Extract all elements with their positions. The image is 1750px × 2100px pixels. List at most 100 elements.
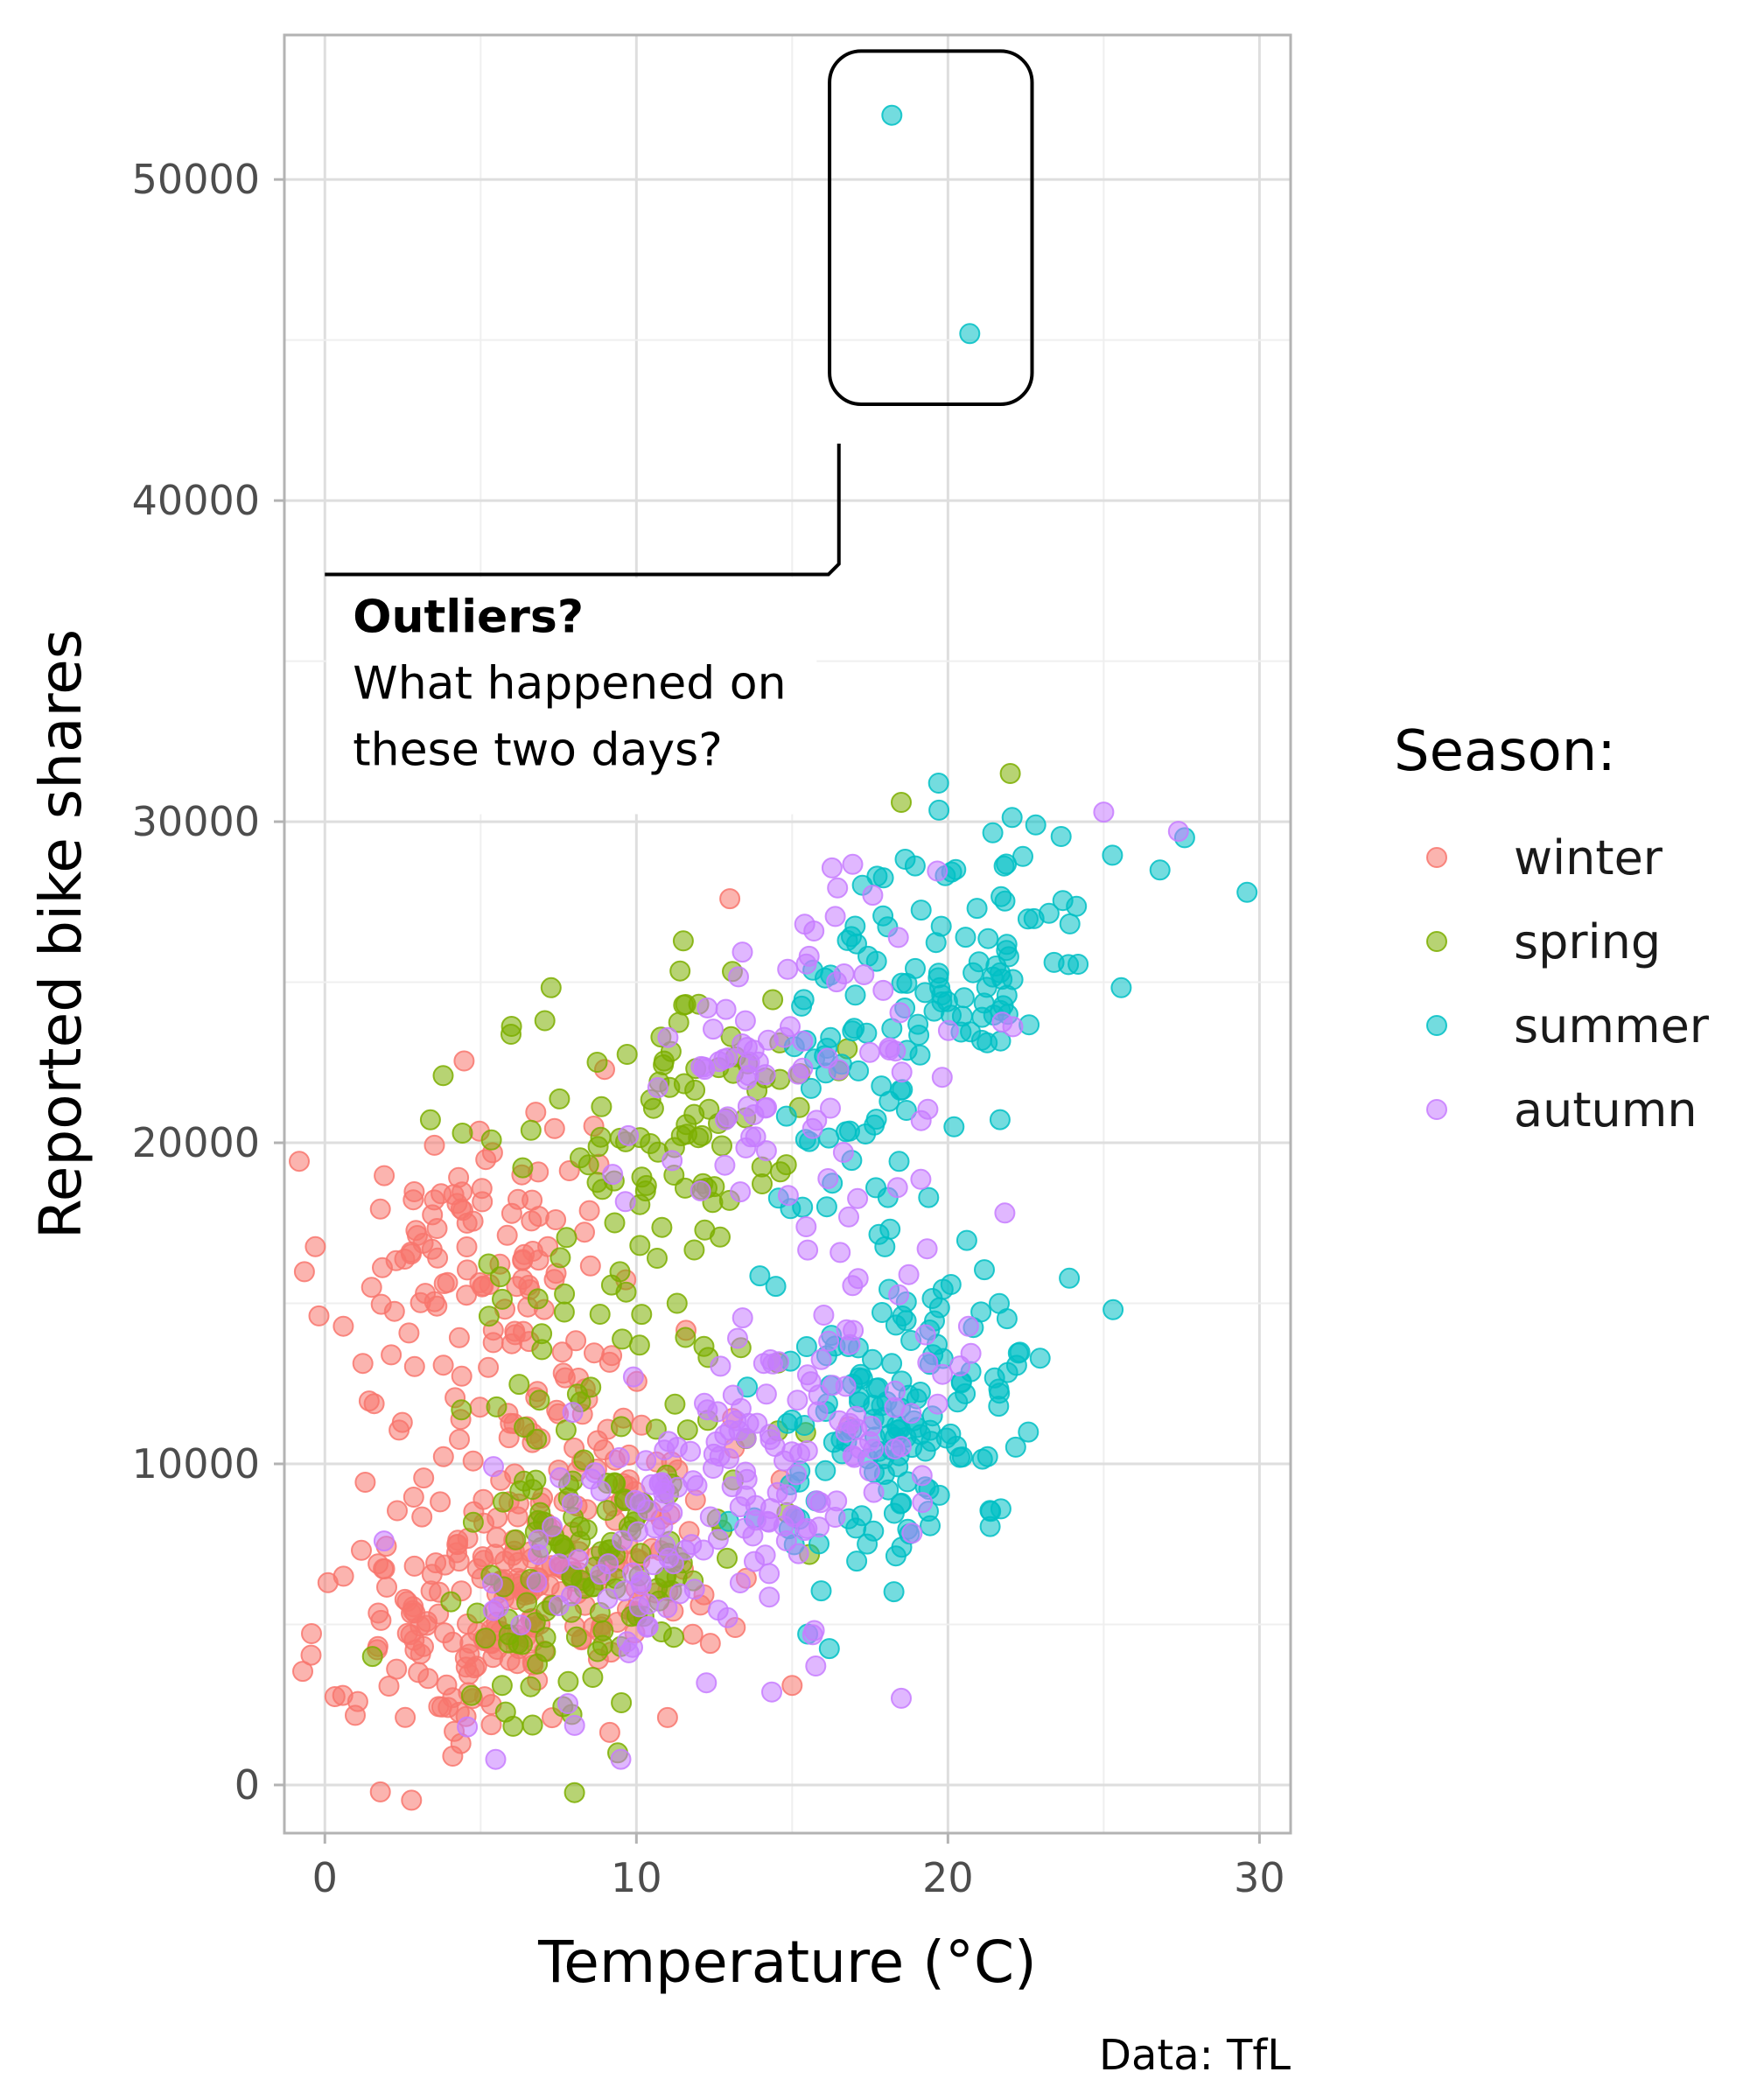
data-point-autumn: [795, 1216, 817, 1237]
annotation-label-background: [326, 578, 817, 815]
data-point-autumn: [557, 1693, 578, 1714]
data-point-winter: [525, 1102, 547, 1124]
data-point-autumn: [816, 1047, 838, 1069]
axes: 0 10 20 30 0 10000 20000 30000 40000 50000: [132, 156, 1285, 1901]
data-point-summer: [940, 1274, 962, 1295]
data-point-autumn: [653, 1492, 675, 1513]
data-point-summer: [918, 1186, 940, 1208]
data-point-autumn: [707, 1529, 729, 1550]
data-point-spring: [653, 1050, 675, 1072]
data-point-autumn: [626, 1521, 648, 1543]
data-point-summer: [973, 992, 995, 1014]
data-point-summer: [953, 987, 975, 1009]
data-point-autumn: [675, 1539, 696, 1561]
y-tick-label: 10000: [132, 1440, 260, 1488]
data-point-autumn: [602, 1164, 624, 1186]
data-point-spring: [491, 1675, 513, 1697]
annotation: Outliers? What happened on these two day…: [325, 49, 1034, 815]
data-point-autumn: [732, 942, 753, 963]
data-point-summer: [890, 1080, 912, 1101]
data-point-autumn: [622, 1366, 644, 1388]
data-point-autumn: [927, 860, 948, 882]
data-point-autumn: [797, 1239, 819, 1261]
data-point-autumn: [898, 1264, 920, 1285]
data-point-autumn: [730, 1181, 752, 1203]
data-point-autumn: [777, 958, 799, 980]
data-point-summer: [862, 1348, 883, 1370]
data-point-spring: [752, 1173, 773, 1194]
data-point-spring: [475, 1628, 497, 1649]
data-point-winter: [424, 1134, 445, 1156]
data-point-autumn: [792, 1057, 814, 1079]
data-point-spring: [554, 1283, 576, 1305]
data-point-winter: [401, 1243, 422, 1265]
data-point-autumn: [754, 1544, 776, 1566]
legend-key-autumn: [1426, 1099, 1447, 1120]
data-point-spring: [505, 1529, 527, 1550]
data-point-autumn: [696, 997, 718, 1018]
data-point-autumn: [931, 1067, 953, 1088]
data-point-summer: [930, 915, 952, 937]
data-point-summer: [868, 1223, 890, 1245]
data-point-autumn: [729, 1572, 751, 1593]
data-point-autumn: [696, 1672, 718, 1694]
data-point-summer: [1025, 814, 1046, 836]
data-point-autumn: [481, 1572, 503, 1594]
data-point-summer: [881, 104, 903, 126]
data-point-winter: [452, 1181, 473, 1203]
data-point-autumn: [847, 1187, 869, 1209]
data-point-winter: [289, 1151, 310, 1172]
data-point-summer: [990, 1498, 1012, 1520]
data-point-summer: [921, 1288, 943, 1309]
data-point-winter: [352, 1353, 374, 1375]
data-point-winter: [484, 1544, 506, 1565]
data-point-autumn: [713, 1048, 735, 1070]
data-point-winter: [370, 1609, 392, 1631]
data-point-winter: [398, 1322, 420, 1344]
data-point-autumn: [735, 1485, 757, 1507]
data-point-winter: [719, 888, 741, 910]
data-point-autumn: [1093, 802, 1115, 823]
data-point-autumn: [912, 1492, 934, 1514]
data-point-winter: [403, 1181, 425, 1202]
data-point-winter: [682, 1623, 704, 1645]
data-point-winter: [332, 1565, 354, 1587]
data-point-autumn: [728, 966, 749, 988]
data-point-spring: [527, 1653, 549, 1675]
data-point-winter: [574, 1222, 595, 1243]
data-point-spring: [419, 1109, 441, 1130]
data-point-summer: [997, 1362, 1018, 1383]
data-point-autumn: [783, 1506, 805, 1528]
data-point-spring: [651, 1216, 673, 1238]
data-point-spring: [432, 1065, 454, 1087]
data-point-autumn: [757, 1029, 779, 1051]
data-point-winter: [363, 1393, 385, 1415]
data-point-autumn: [863, 1481, 885, 1503]
data-point-autumn: [662, 1150, 683, 1172]
data-point-autumn: [635, 1450, 657, 1472]
data-point-summer: [971, 1448, 993, 1470]
data-point-winter: [416, 1611, 438, 1633]
data-point-autumn: [483, 1456, 504, 1478]
data-point-autumn: [667, 1437, 688, 1458]
data-point-summer: [749, 1265, 771, 1287]
data-point-summer: [928, 773, 949, 794]
data-point-winter: [451, 1365, 472, 1387]
data-point-summer: [1052, 890, 1074, 912]
data-point-winter: [332, 1684, 354, 1706]
data-point-summer: [1149, 859, 1171, 881]
data-point-autumn: [1167, 821, 1189, 843]
data-point-autumn: [549, 1553, 570, 1575]
data-point-winter: [699, 1633, 721, 1655]
data-point-spring: [564, 1782, 585, 1803]
data-point-spring: [549, 1088, 570, 1110]
data-point-summer: [810, 1580, 832, 1602]
data-point-summer: [955, 927, 976, 948]
data-point-autumn: [991, 1012, 1013, 1033]
data-point-autumn: [618, 1124, 640, 1146]
data-point-winter: [351, 1539, 372, 1561]
data-point-summer: [800, 1077, 822, 1099]
data-point-summer: [1110, 976, 1132, 998]
data-point-autumn: [737, 1037, 758, 1058]
